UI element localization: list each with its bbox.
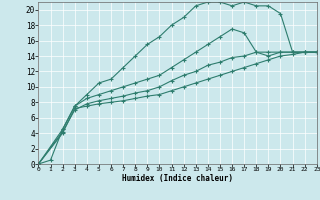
X-axis label: Humidex (Indice chaleur): Humidex (Indice chaleur) — [122, 174, 233, 183]
